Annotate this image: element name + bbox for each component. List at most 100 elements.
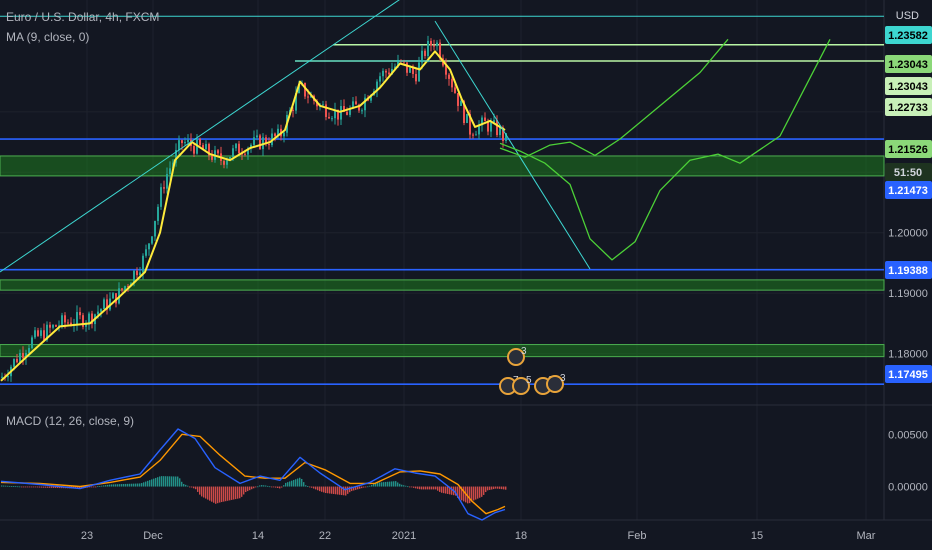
macd-histogram-bar: [421, 486, 423, 490]
price-tags: 1.23582 1.23043 1.23043 1.22733 1.21526 51:50…: [885, 26, 932, 383]
macd-histogram-bar: [17, 486, 19, 488]
macd-histogram-bar: [53, 486, 55, 488]
candle-body: [400, 59, 402, 61]
macd-histogram-bar: [217, 486, 219, 504]
macd-histogram-bar: [251, 486, 253, 490]
candle-body: [256, 135, 258, 138]
candle-body: [49, 324, 51, 328]
macd-legend[interactable]: MACD (12, 26, close, 9): [6, 414, 135, 428]
macd-histogram-bar: [225, 486, 227, 502]
candle-body: [418, 62, 420, 82]
macd-histogram-bar: [347, 486, 349, 494]
macd-histogram-bar: [235, 486, 237, 500]
candle-body: [19, 353, 21, 363]
macd-histogram-bar: [207, 486, 209, 500]
macd-histogram-bar: [387, 481, 389, 487]
candle-body: [295, 93, 297, 111]
macd-histogram-bar: [407, 486, 409, 488]
macd-axis-label: 0.00000: [888, 482, 928, 494]
macd-histogram-bar: [393, 481, 395, 487]
macd-histogram-bar: [105, 485, 107, 487]
support-zone: [0, 279, 885, 291]
macd-histogram-bar: [101, 485, 103, 487]
macd-histogram-bar: [201, 486, 203, 497]
macd-histogram-bar: [93, 486, 95, 488]
price-axis-label: 1.20000: [888, 228, 928, 240]
candle-body: [154, 220, 156, 237]
macd-histogram-bar: [463, 486, 465, 502]
event-badge-count: 5: [526, 375, 532, 386]
macd-histogram-bar: [125, 483, 127, 487]
candle-body: [79, 312, 81, 316]
candle-body: [343, 106, 345, 112]
macd-histogram-bar: [317, 486, 319, 491]
macd-histogram-bar: [175, 476, 177, 487]
candle-body: [235, 143, 237, 149]
macd-histogram-bar: [119, 484, 121, 487]
candle-body: [292, 109, 294, 111]
candle-body: [22, 353, 24, 358]
macd-histogram-bar: [291, 480, 293, 487]
candle-body: [16, 358, 18, 363]
macd-histogram-bar: [289, 481, 291, 487]
ma-legend[interactable]: MA (9, close, 0): [6, 30, 90, 44]
candle-body: [253, 137, 255, 145]
macd-histogram-bar: [343, 486, 345, 496]
macd-histogram-bar: [15, 486, 17, 488]
macd-histogram-bar: [145, 481, 147, 487]
support-zone: [0, 344, 885, 358]
macd-histogram-bar: [487, 486, 489, 491]
candle-body: [340, 106, 342, 120]
macd-histogram-bar: [341, 486, 343, 496]
macd-histogram-bar: [1, 485, 3, 487]
candle-body: [208, 143, 210, 156]
macd-histogram-bar: [313, 486, 315, 489]
candle-body: [226, 160, 228, 165]
chart-title[interactable]: Euro / U.S. Dollar, 4h, FXCM: [6, 10, 160, 24]
macd-histogram-bar: [389, 481, 391, 487]
candle-body: [250, 144, 252, 149]
macd-histogram-bar: [363, 486, 365, 488]
candle-body: [259, 135, 261, 150]
macd-histogram-bar: [283, 485, 285, 487]
macd-histogram-bar: [237, 486, 239, 499]
currency-label[interactable]: USD: [892, 9, 922, 23]
candle-body: [67, 322, 69, 324]
macd-histogram-bar: [461, 486, 463, 501]
macd-histogram-bar: [379, 482, 381, 487]
candle-body: [448, 74, 450, 79]
ma-line: [0, 50, 506, 382]
candle-body: [364, 97, 366, 111]
candle-body: [124, 286, 126, 291]
candle-body: [139, 272, 141, 276]
macd-histogram-bar: [265, 485, 267, 487]
candle-body: [349, 108, 351, 115]
macd-histogram-bar: [405, 485, 407, 487]
event-badges[interactable]: 37523: [499, 346, 566, 395]
macd-histogram-bar: [227, 486, 229, 501]
macd-histogram-bar: [395, 481, 397, 487]
macd-histogram-bar: [429, 486, 431, 490]
macd-histogram-bar: [377, 482, 379, 487]
macd-histogram-bar: [115, 484, 117, 487]
macd-histogram-bar: [273, 486, 275, 488]
candle-body: [25, 352, 27, 358]
macd-histogram-bar: [323, 486, 325, 493]
macd-histogram-bar: [197, 486, 199, 492]
candle-body: [112, 293, 114, 299]
macd-histogram-bar: [49, 486, 51, 488]
event-badge: [507, 348, 525, 366]
candle-body: [34, 330, 36, 338]
candle-body: [37, 330, 39, 336]
candle-body: [397, 59, 399, 67]
macd-histogram-bar: [137, 483, 139, 487]
macd-histogram-bar: [477, 486, 479, 499]
candle-body: [484, 117, 486, 122]
macd-histogram-bar: [149, 480, 151, 487]
macd-histogram-bar: [439, 486, 441, 492]
event-badge-count: 3: [560, 373, 566, 384]
macd-histogram-bar: [135, 483, 137, 487]
candle-body: [487, 121, 489, 132]
macd-histogram-bar: [255, 486, 257, 488]
